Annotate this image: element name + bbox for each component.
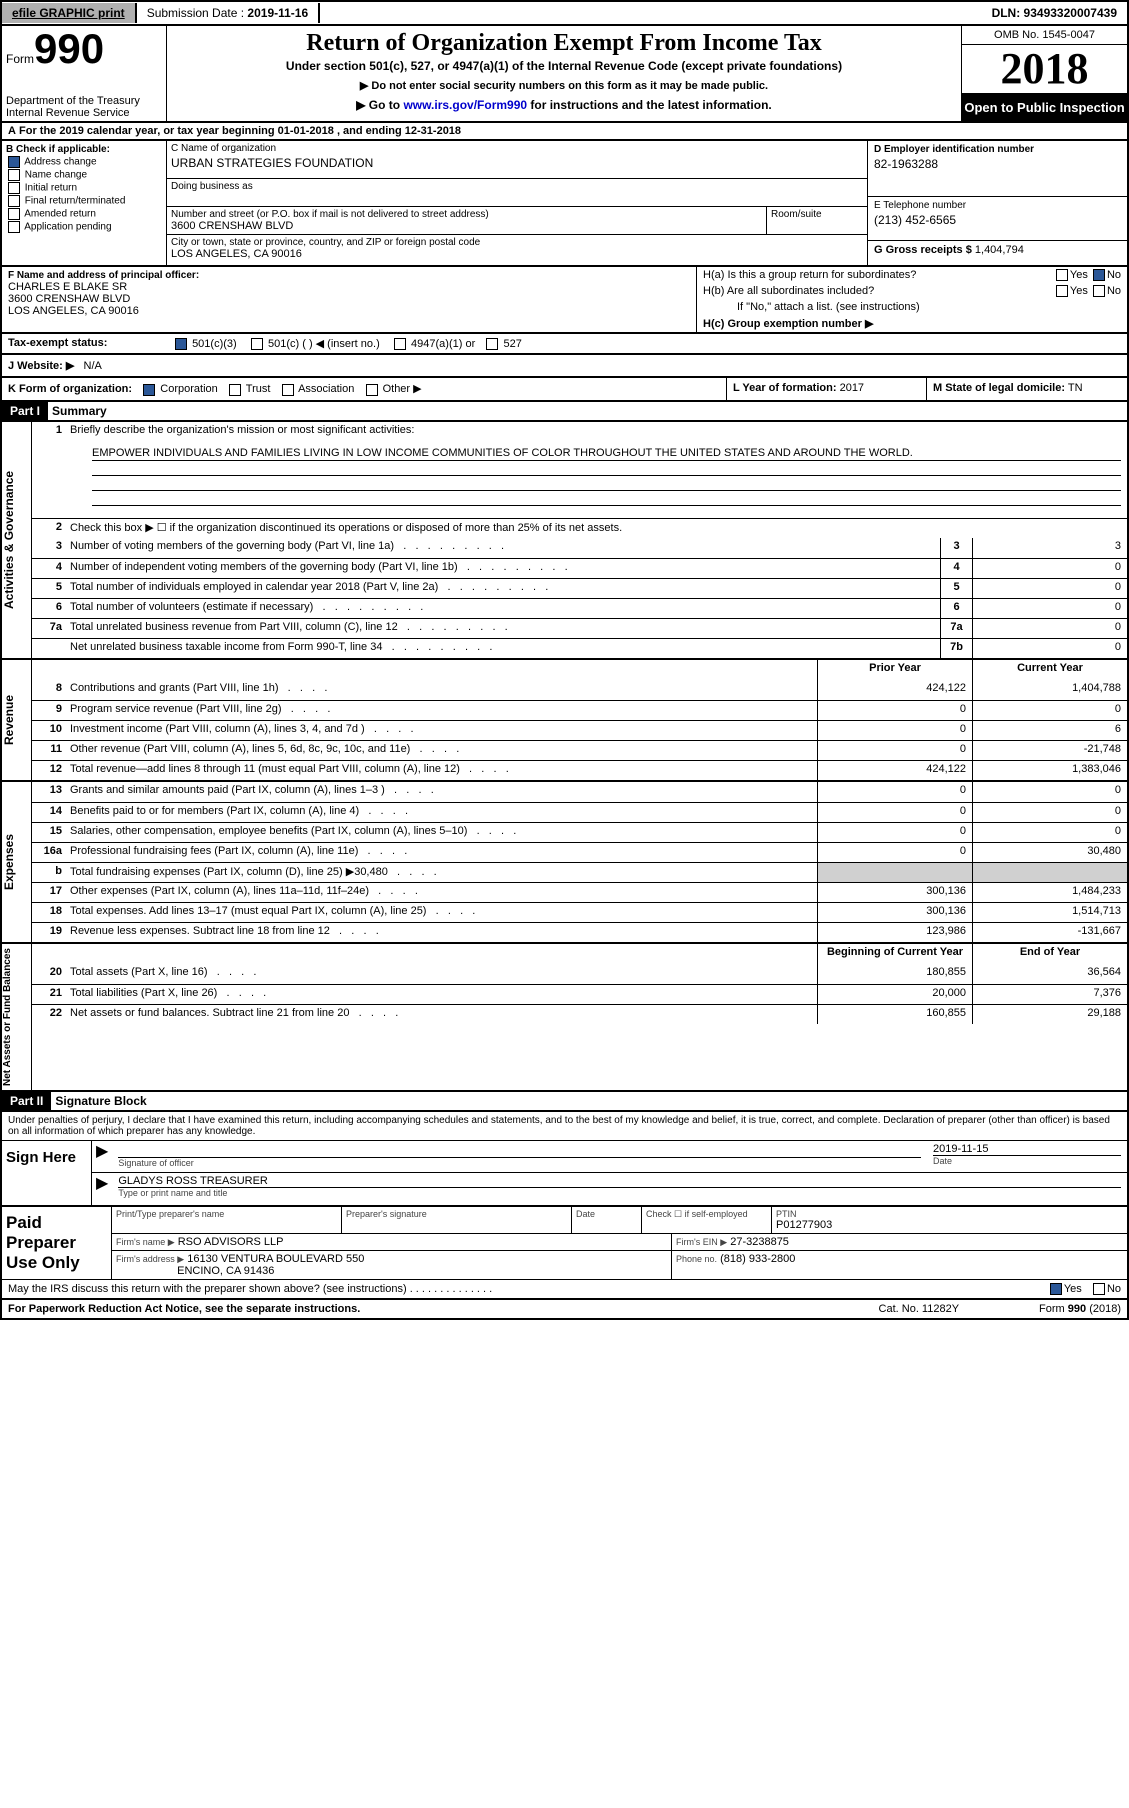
year-formation: 2017 [840,382,864,394]
chk-amended[interactable]: Amended return [6,208,162,220]
tax-year: 2018 [962,45,1127,94]
table-row: 18Total expenses. Add lines 13–17 (must … [32,902,1127,922]
department: Department of the Treasury Internal Reve… [6,95,162,119]
section-h: H(a) Is this a group return for subordin… [697,267,1127,332]
table-row: 16aProfessional fundraising fees (Part I… [32,842,1127,862]
table-row: 22Net assets or fund balances. Subtract … [32,1004,1127,1024]
table-row: 5Total number of individuals employed in… [32,578,1127,598]
section-f: F Name and address of principal officer:… [2,267,697,332]
firm-name: RSO ADVISORS LLP [178,1236,284,1248]
table-row: 7aTotal unrelated business revenue from … [32,618,1127,638]
table-row: 4Number of independent voting members of… [32,558,1127,578]
mission: EMPOWER INDIVIDUALS AND FAMILIES LIVING … [32,442,1127,518]
table-row: 20Total assets (Part X, line 16) . . . .… [32,964,1127,984]
section-c: C Name of organization URBAN STRATEGIES … [167,141,867,265]
block-bcde: B Check if applicable: Address change Na… [0,141,1129,267]
part1-governance: Activities & Governance 1 Briefly descri… [0,422,1129,660]
table-row: 11Other revenue (Part VIII, column (A), … [32,740,1127,760]
telephone: (213) 452-6565 [874,213,1121,227]
officer-name: CHARLES E BLAKE SR [8,281,690,293]
form-header: Form990 Department of the Treasury Inter… [0,26,1129,123]
irs-link[interactable]: www.irs.gov/Form990 [403,98,527,112]
table-row: 19Revenue less expenses. Subtract line 1… [32,922,1127,942]
dln: DLN: 93493320007439 [982,3,1127,23]
table-row: 21Total liabilities (Part X, line 26) . … [32,984,1127,1004]
part1-revenue: Revenue Prior YearCurrent Year 8Contribu… [0,660,1129,782]
chk-pending[interactable]: Application pending [6,221,162,233]
signature-block: Under penalties of perjury, I declare th… [0,1112,1129,1300]
period-line: A For the 2019 calendar year, or tax yea… [0,123,1129,141]
section-deg: D Employer identification number 82-1963… [867,141,1127,265]
table-row: 9Program service revenue (Part VIII, lin… [32,700,1127,720]
website: N/A [84,360,102,372]
header-left: Form990 Department of the Treasury Inter… [2,26,167,121]
block-fh: F Name and address of principal officer:… [0,267,1129,334]
open-public: Open to Public Inspection [962,94,1127,121]
section-klm: K Form of organization: Corporation Trus… [0,378,1129,401]
ein: 82-1963288 [874,157,1121,171]
table-row: 17Other expenses (Part IX, column (A), l… [32,882,1127,902]
header-right: OMB No. 1545-0047 2018 Open to Public In… [962,26,1127,121]
part1-netassets: Net Assets or Fund Balances Beginning of… [0,944,1129,1092]
table-row: 13Grants and similar amounts paid (Part … [32,782,1127,802]
table-row: bTotal fundraising expenses (Part IX, co… [32,862,1127,882]
firm-ein: 27-3238875 [730,1236,789,1248]
chk-final[interactable]: Final return/terminated [6,195,162,207]
part1-header: Part ISummary [0,402,1129,422]
table-row: 12Total revenue—add lines 8 through 11 (… [32,760,1127,780]
section-j: J Website: ▶ N/A [0,355,1129,378]
org-name: URBAN STRATEGIES FOUNDATION [171,156,863,170]
form-title: Return of Organization Exempt From Incom… [171,30,957,57]
ptin: P01277903 [776,1219,1123,1231]
table-row: 3Number of voting members of the governi… [32,538,1127,558]
org-address: 3600 CRENSHAW BLVD [171,220,762,232]
firm-phone: (818) 933-2800 [720,1253,795,1265]
header-center: Return of Organization Exempt From Incom… [167,26,962,121]
table-row: 10Investment income (Part VIII, column (… [32,720,1127,740]
table-row: 14Benefits paid to or for members (Part … [32,802,1127,822]
chk-name[interactable]: Name change [6,169,162,181]
table-row: 6Total number of volunteers (estimate if… [32,598,1127,618]
section-i: Tax-exempt status: 501(c)(3) 501(c) ( ) … [0,334,1129,355]
table-row: 8Contributions and grants (Part VIII, li… [32,680,1127,700]
footer: For Paperwork Reduction Act Notice, see … [0,1300,1129,1320]
org-city: LOS ANGELES, CA 90016 [171,248,863,260]
part2-header: Part IISignature Block [0,1092,1129,1112]
firm-addr: 16130 VENTURA BOULEVARD 550 [187,1253,364,1265]
efile-link[interactable]: efile GRAPHIC print [2,3,137,23]
table-row: Net unrelated business taxable income fr… [32,638,1127,658]
sig-date: 2019-11-15 [933,1143,1121,1155]
table-row: 15Salaries, other compensation, employee… [32,822,1127,842]
chk-address[interactable]: Address change [6,156,162,168]
form-number: 990 [34,25,104,72]
submission-date: Submission Date : 2019-11-16 [137,3,320,23]
section-b: B Check if applicable: Address change Na… [2,141,167,265]
part1-expenses: Expenses 13Grants and similar amounts pa… [0,782,1129,944]
chk-initial[interactable]: Initial return [6,182,162,194]
gross-receipts: 1,404,794 [975,244,1024,256]
omb-number: OMB No. 1545-0047 [962,26,1127,45]
cat-no: Cat. No. 11282Y [879,1303,960,1315]
state-domicile: TN [1068,382,1083,394]
officer-name-title: GLADYS ROSS TREASURER [118,1175,1121,1187]
topbar: efile GRAPHIC print Submission Date : 20… [0,0,1129,26]
